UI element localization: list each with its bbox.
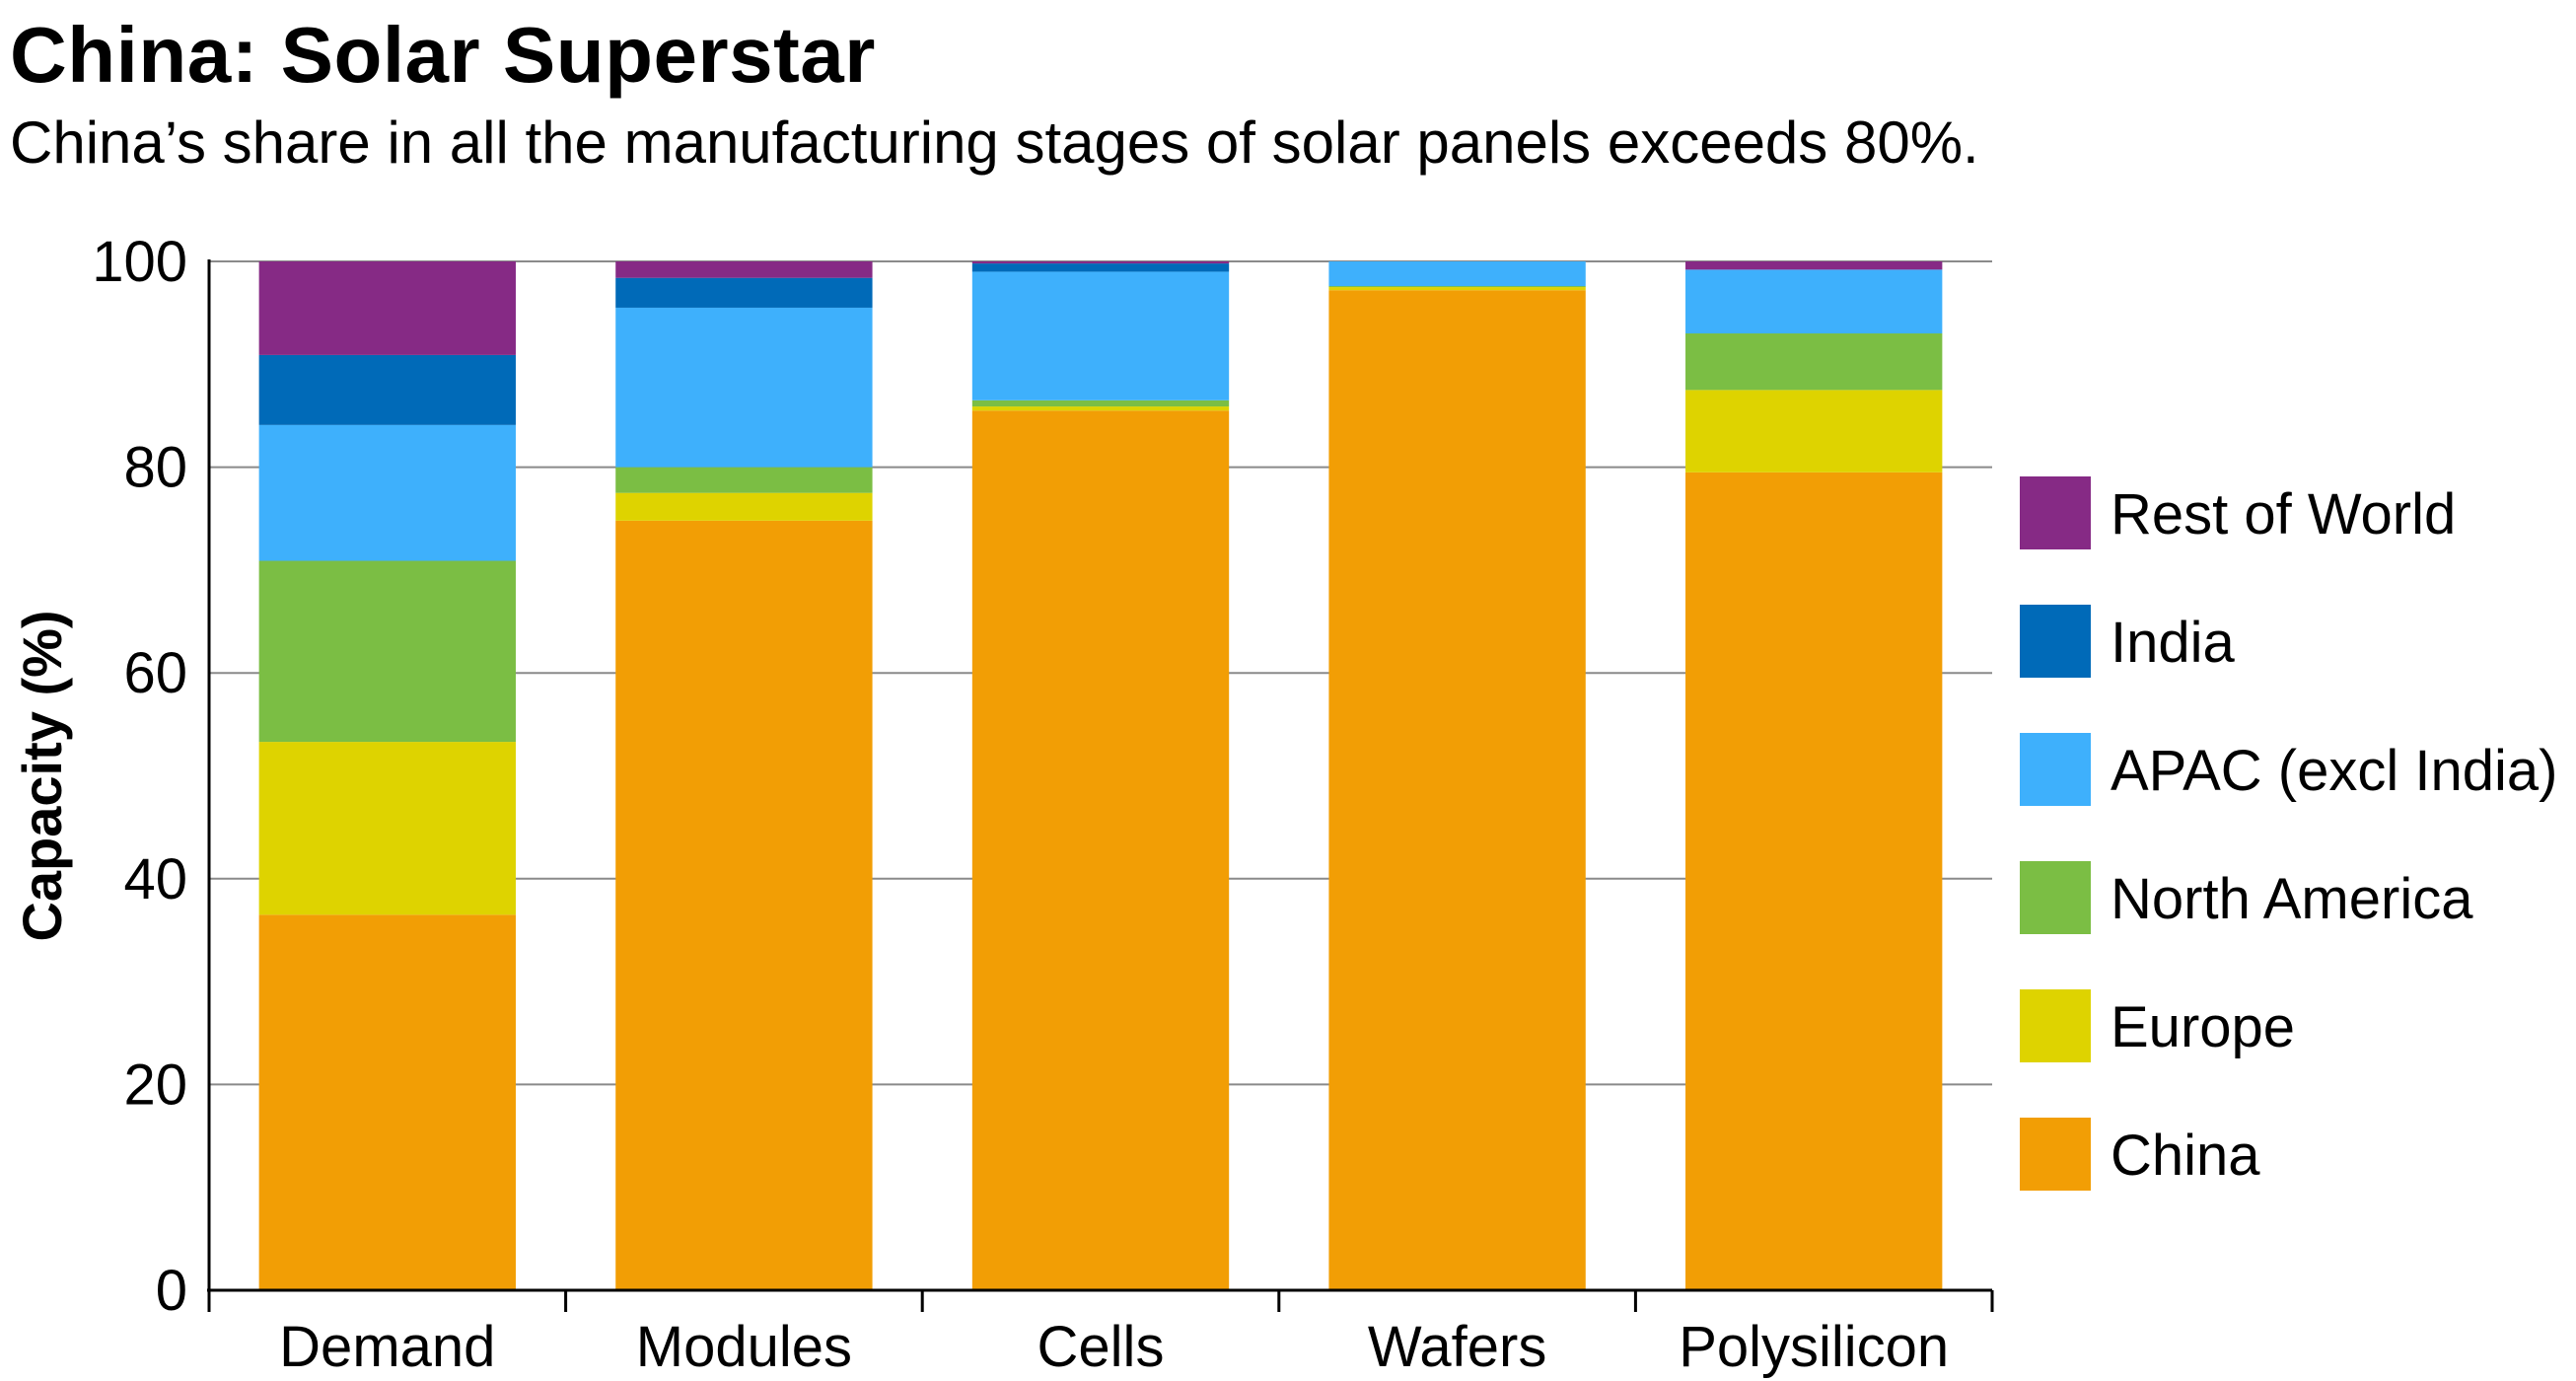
bar-segment-rest-of-world-cells [971,261,1230,264]
bar-segment-china-cells [971,410,1230,1290]
bar-segment-india-cells [971,263,1230,272]
bar-segment-rest-of-world-modules [615,261,873,278]
bar-segment-china-demand [258,914,516,1290]
bar-segment-north-america-wafers [1328,286,1586,288]
bar-segment-europe-wafers [1328,287,1586,291]
y-axis-label: Capacity (%) [11,610,73,941]
bar-segment-north-america-modules [615,467,873,493]
bar-segment-europe-polysilicon [1685,390,1943,472]
bar-segment-north-america-demand [258,560,516,743]
legend-swatch [2020,861,2091,934]
y-tick-label: 60 [123,641,187,705]
x-tick-label: Modules [636,1315,852,1379]
legend-swatch [2020,989,2091,1062]
chart-subtitle: China’s share in all the manufacturing s… [10,109,1979,176]
x-tick-label: Wafers [1368,1315,1547,1379]
y-tick-label: 0 [156,1259,187,1323]
bar-segment-rest-of-world-demand [258,261,516,355]
legend-label: Rest of World [2111,482,2456,546]
legend-label: China [2111,1124,2260,1188]
x-tick-label: Polysilicon [1679,1315,1949,1379]
legend-label: North America [2111,867,2473,931]
bar-segment-india-demand [258,354,516,425]
bar-segment-north-america-cells [971,400,1230,407]
bar-segment-apac-excl-india-polysilicon [1685,269,1943,334]
y-tick-label: 80 [123,436,187,500]
bar-segment-apac-excl-india-demand [258,424,516,561]
legend-swatch [2020,476,2091,549]
bar-segment-apac-excl-india-wafers [1328,261,1586,287]
y-tick-label: 20 [123,1053,187,1117]
legend-label: APAC (excl India) [2111,739,2557,803]
bar-segment-europe-demand [258,742,516,915]
bar-segment-apac-excl-india-modules [615,307,873,468]
bar-segment-europe-modules [615,492,873,521]
x-tick-label: Demand [279,1315,495,1379]
bar-segment-china-modules [615,520,873,1290]
bar-segment-india-modules [615,277,873,308]
y-tick-label: 100 [92,230,187,294]
y-tick-label: 40 [123,847,187,911]
bar-segment-rest-of-world-polysilicon [1685,261,1943,270]
bar-segment-north-america-polysilicon [1685,333,1943,391]
bar-segment-apac-excl-india-cells [971,271,1230,400]
legend-label: India [2111,611,2236,675]
legend-swatch [2020,605,2091,678]
legend-label: Europe [2111,995,2295,1059]
legend-swatch [2020,1118,2091,1191]
chart-title: China: Solar Superstar [10,11,876,99]
bar-segment-china-polysilicon [1685,472,1943,1290]
bar-segment-europe-cells [971,406,1230,411]
legend-swatch [2020,733,2091,806]
x-tick-label: Cells [1038,1315,1165,1379]
bar-segment-china-wafers [1328,290,1586,1291]
